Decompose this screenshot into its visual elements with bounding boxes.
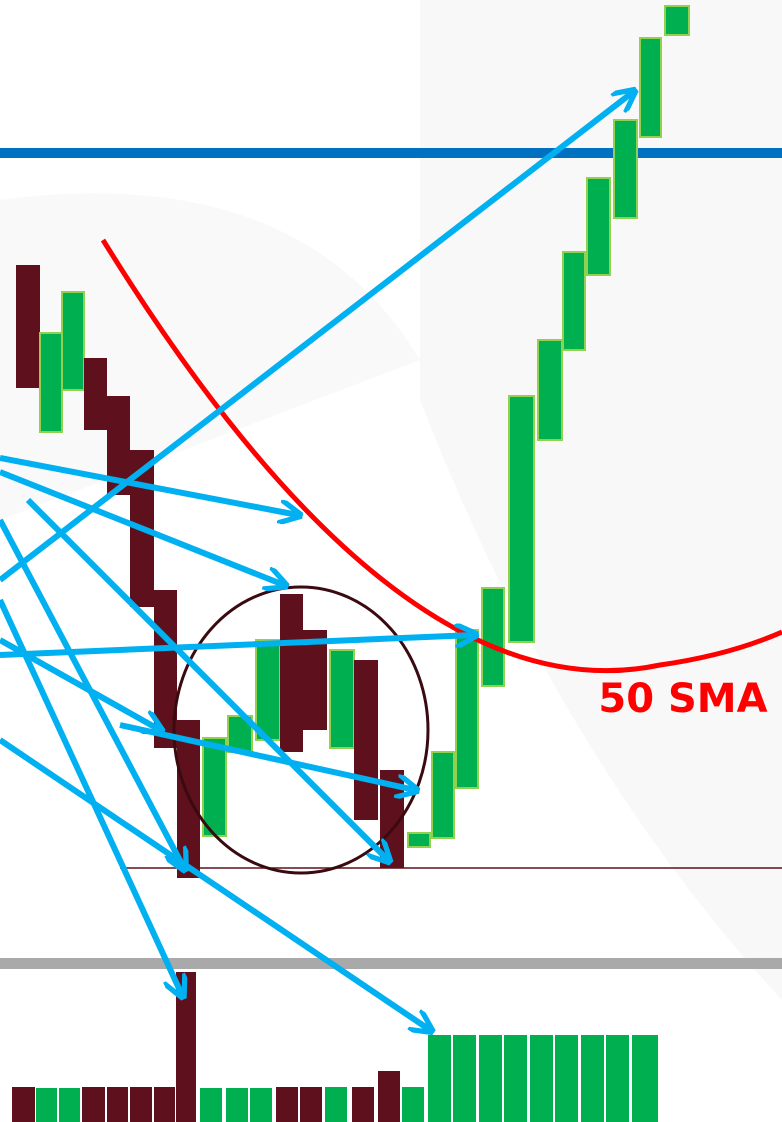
bar (606, 1035, 629, 1122)
bar (176, 972, 196, 1122)
bar (16, 265, 40, 388)
arrow (0, 455, 298, 515)
shape (420, 0, 782, 1000)
bar (431, 751, 455, 839)
bar (664, 5, 690, 36)
arrow (0, 469, 284, 585)
bar (481, 587, 505, 687)
bar (300, 1087, 322, 1122)
bar (154, 1087, 175, 1122)
arrow (0, 92, 633, 583)
volume-bars (12, 972, 658, 1122)
bar (586, 177, 611, 276)
bar (130, 1087, 152, 1122)
bar (428, 1035, 451, 1122)
bar (354, 660, 378, 820)
bar (84, 358, 107, 430)
bar (530, 1035, 553, 1122)
arrow (119, 722, 415, 790)
bar (36, 1088, 57, 1122)
arrow (0, 518, 184, 868)
bar (107, 396, 130, 495)
bar (250, 1088, 272, 1122)
arrows (0, 92, 633, 1030)
pattern-circle (172, 585, 430, 875)
bar (504, 1035, 527, 1122)
bar (407, 832, 431, 848)
bar (255, 639, 281, 741)
bar (613, 119, 638, 219)
bar (453, 1035, 476, 1122)
bar (107, 1087, 128, 1122)
bar (39, 332, 63, 433)
bar (276, 1087, 298, 1122)
sma-label: 50 SMA (598, 676, 767, 722)
arrow (25, 497, 388, 860)
bar (82, 1087, 105, 1122)
bar (537, 339, 563, 441)
bar (632, 1035, 658, 1122)
bar (508, 395, 535, 643)
bar (352, 1087, 374, 1122)
arrow (0, 635, 474, 658)
bar (303, 630, 327, 730)
bar (280, 594, 303, 752)
sma-curve (100, 238, 782, 674)
bar (402, 1087, 424, 1122)
candles (16, 5, 690, 878)
bar (325, 1087, 347, 1122)
bar (200, 1088, 222, 1122)
bar (12, 1087, 35, 1122)
bar (562, 251, 586, 351)
bar (329, 649, 355, 749)
arrow (0, 598, 182, 995)
bar (378, 1071, 400, 1122)
bar (479, 1035, 502, 1122)
bar (202, 737, 227, 837)
background-shapes (0, 0, 782, 1000)
resistance-line (0, 148, 782, 158)
bar (581, 1035, 604, 1122)
bar (639, 37, 662, 138)
bar (455, 629, 479, 789)
bar (59, 1088, 80, 1122)
arrow (0, 737, 430, 1030)
bar (61, 291, 85, 391)
shape (0, 193, 420, 521)
panel-divider (0, 958, 782, 969)
bar (226, 1088, 248, 1122)
bar (555, 1035, 578, 1122)
